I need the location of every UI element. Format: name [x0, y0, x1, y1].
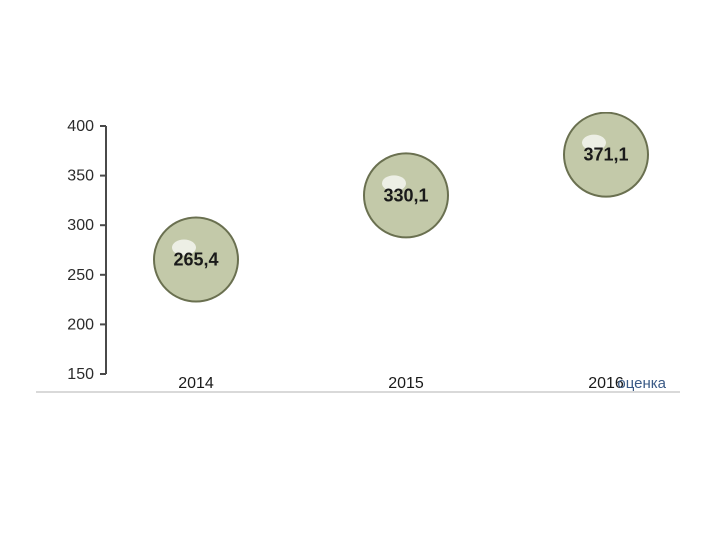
bubble-value-label: 330,1: [383, 185, 428, 205]
bubble-value-label: 371,1: [583, 145, 628, 165]
y-tick-label: 250: [67, 267, 94, 284]
x-axis-label: 2015: [388, 375, 424, 392]
x-axis-label: 2014: [178, 375, 214, 392]
grp-chart-svg: 150 200 250 300 350 400 265,4 330,1 371,1 2014 201…: [36, 112, 680, 416]
y-tick-label: 150: [67, 366, 94, 383]
y-tick-label: 200: [67, 316, 94, 333]
y-tick-label: 300: [67, 217, 94, 234]
data-bubble: 265,4: [154, 218, 238, 302]
data-bubble: 371,1: [564, 113, 648, 197]
y-tick-label: 350: [67, 168, 94, 185]
y-tick-label: 400: [67, 118, 94, 135]
grp-chart: 150 200 250 300 350 400 265,4 330,1 371,1 2014 201…: [36, 112, 680, 416]
estimate-label: оценка: [617, 375, 666, 392]
data-bubble: 330,1: [364, 153, 448, 237]
bubble-value-label: 265,4: [173, 250, 218, 270]
